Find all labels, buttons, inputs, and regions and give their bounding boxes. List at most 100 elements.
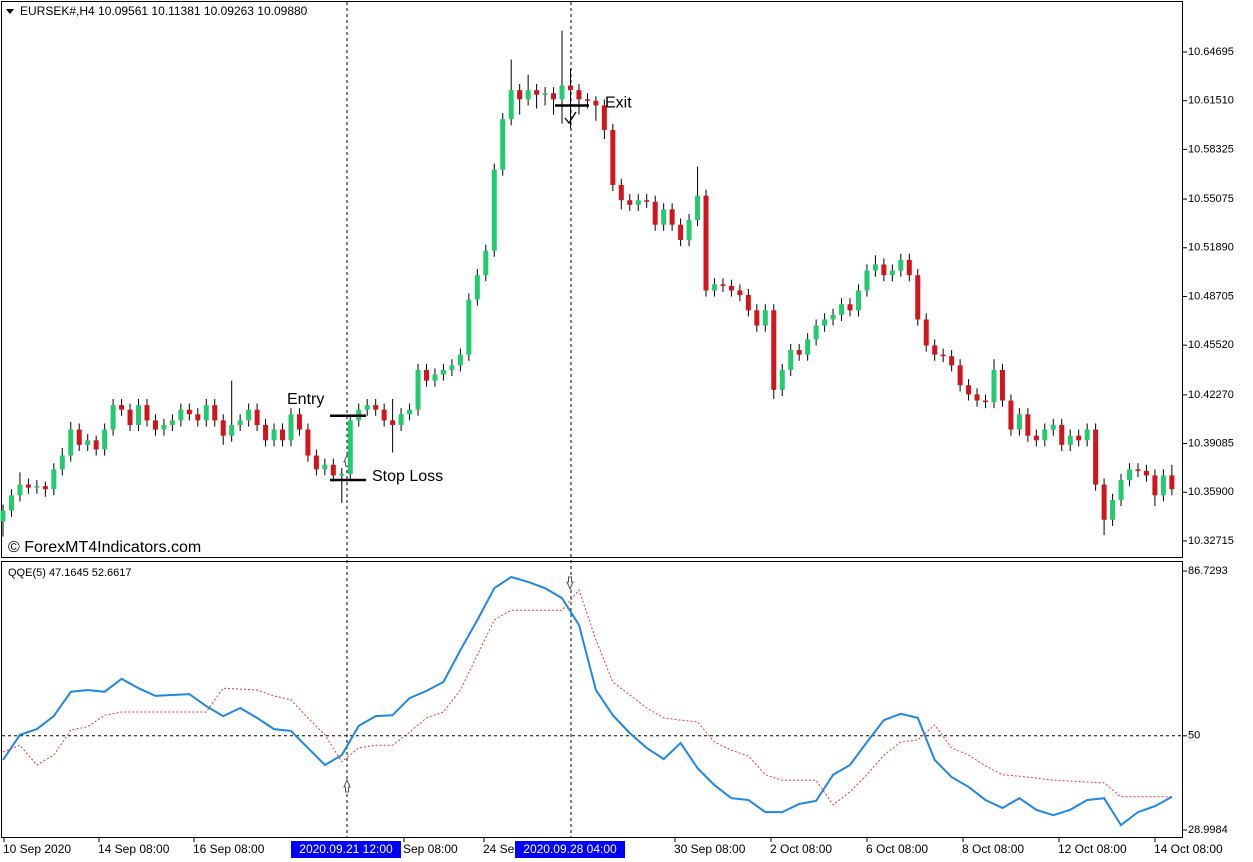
candles: Entry Stop Loss Exit	[0, 30, 1175, 537]
candle-body	[42, 486, 48, 490]
candle-body	[635, 200, 641, 205]
highlighted-time-label: 2020.09.21 12:00	[299, 842, 393, 856]
y-tick-label: 10.39085	[1188, 437, 1234, 449]
candle-body	[271, 429, 277, 441]
candle-body	[8, 495, 14, 511]
y-tick-label: 28.9984	[1188, 824, 1228, 836]
candle-body	[1143, 470, 1149, 476]
candle-body	[847, 304, 853, 311]
candle-body	[872, 264, 878, 271]
x-tick-label: 6 Oct 08:00	[866, 842, 928, 856]
candle-body	[491, 169, 497, 251]
candle-body	[678, 224, 684, 240]
candle-body	[34, 486, 40, 488]
highlighted-time-label: 2020.09.28 04:00	[523, 842, 617, 856]
candle-body	[966, 385, 972, 395]
annotation-label: Entry	[287, 391, 324, 408]
candle-body	[220, 420, 226, 436]
candle-body	[652, 201, 658, 225]
candle-body	[551, 93, 557, 100]
candle-body	[669, 209, 675, 225]
candle-body	[1127, 469, 1133, 481]
candle-body	[949, 356, 955, 366]
candle-body	[1084, 429, 1090, 441]
candle-body	[390, 420, 396, 425]
candle-body	[152, 420, 158, 430]
candle-body	[330, 464, 336, 476]
candle-body	[457, 354, 463, 366]
y-tick-label: 10.45520	[1188, 339, 1234, 351]
candle-body	[923, 319, 929, 346]
candle-body	[534, 90, 540, 95]
candle-body	[119, 405, 125, 410]
x-tick-label: 10 Sep 2020	[3, 842, 71, 856]
x-tick-label: 30 Sep 08:00	[674, 842, 746, 856]
y-tick-label: 10.48705	[1188, 290, 1234, 302]
y-tick-label: 10.58325	[1188, 143, 1234, 155]
candle-body	[881, 264, 887, 276]
annotation-label: Exit	[605, 95, 632, 112]
candle-body	[1118, 480, 1124, 500]
candle-body	[364, 405, 370, 410]
candle-body	[601, 105, 607, 130]
candle-body	[991, 369, 997, 403]
y-tick-label: 10.55075	[1188, 193, 1234, 205]
candle-body	[898, 259, 904, 271]
x-tick-label: 14 Oct 08:00	[1154, 842, 1223, 856]
candle-body	[254, 409, 260, 425]
candle-body	[144, 405, 150, 421]
time-highlight	[291, 841, 401, 858]
menu-arrow[interactable]	[6, 9, 14, 14]
candle-body	[889, 270, 895, 276]
candle-body	[1042, 429, 1048, 441]
candle-body	[618, 184, 624, 201]
candle-body	[432, 374, 438, 381]
candle-body	[1152, 475, 1158, 496]
candle-body	[974, 394, 980, 401]
candle-body	[161, 424, 167, 430]
axes: 10.64695 10.61510 10.58325 10.55075 10.51890…	[3, 46, 1234, 858]
indicator-title: QQE(5) 47.1645 52.6617	[8, 567, 132, 579]
candle-body	[76, 429, 82, 445]
candle-body	[136, 405, 142, 425]
candle-body	[745, 295, 751, 311]
candle-body	[1101, 484, 1107, 520]
x-tick-label: 16 Sep 08:00	[193, 842, 265, 856]
candle-body	[720, 284, 726, 286]
candle-body	[703, 195, 709, 291]
y-tick-label: 10.64695	[1188, 46, 1234, 58]
candle-body	[415, 369, 421, 410]
x-tick-label: 8 Oct 08:00	[962, 842, 1024, 856]
time-highlight	[515, 841, 625, 858]
candle-body	[508, 90, 514, 120]
candle-body	[932, 345, 938, 355]
close-check	[564, 111, 577, 125]
y-tick-label: 10.35900	[1188, 486, 1234, 498]
x-tick-label: 24 Se	[483, 842, 515, 856]
candle-body	[1160, 475, 1166, 496]
candle-body	[296, 414, 302, 430]
candle-body	[203, 405, 209, 421]
candle-body	[517, 90, 523, 100]
candle-body	[999, 369, 1005, 401]
buy-arrow	[343, 778, 351, 793]
y-tick-label: 10.32715	[1188, 535, 1234, 547]
qqe-lines	[2, 575, 1182, 827]
candle-body	[754, 310, 760, 326]
candle-body	[864, 270, 870, 291]
candle-body	[1076, 435, 1082, 441]
candle-body	[567, 85, 573, 91]
candle-body	[855, 290, 861, 311]
candle-body	[51, 469, 57, 490]
y-tick-label: 10.61510	[1188, 95, 1234, 107]
x-tick-label: 12 Oct 08:00	[1058, 842, 1127, 856]
candle-body	[305, 429, 311, 456]
candle-body	[813, 325, 819, 340]
candle-body	[229, 424, 235, 436]
candle-body	[593, 100, 599, 106]
candle-body	[127, 409, 133, 425]
candle-body	[288, 414, 294, 441]
x-tick-label: 2 Oct 08:00	[770, 842, 832, 856]
